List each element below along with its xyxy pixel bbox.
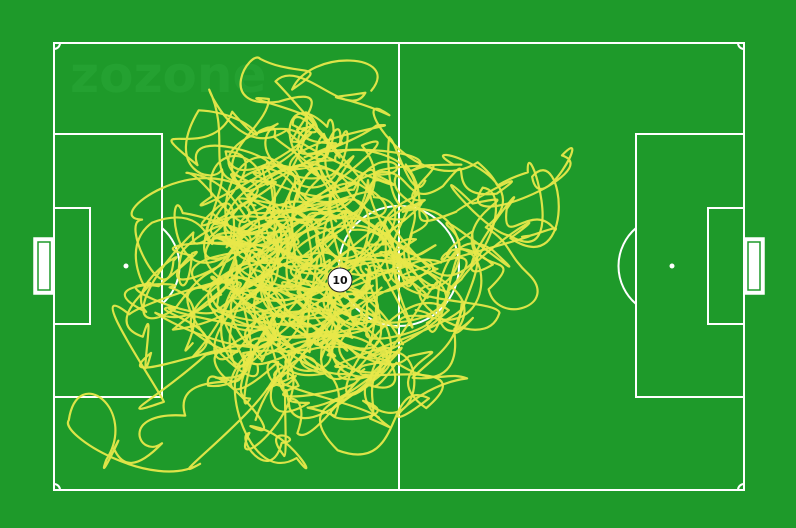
trail-segment bbox=[164, 163, 501, 418]
left-penalty-spot bbox=[123, 263, 129, 269]
corner-arc-top-right bbox=[737, 42, 745, 50]
corner-arc-top-left bbox=[53, 42, 61, 50]
corner-arc-bottom-right bbox=[737, 483, 745, 491]
right-penalty-arc bbox=[617, 227, 637, 305]
movement-trail bbox=[66, 56, 574, 473]
trail-segment bbox=[191, 181, 451, 419]
right-penalty-spot bbox=[669, 263, 675, 269]
player-number: 10 bbox=[332, 274, 348, 287]
corner-arc-bottom-left bbox=[53, 483, 61, 491]
left-goal bbox=[33, 237, 55, 295]
trail-segment bbox=[265, 74, 544, 334]
left-goal-net bbox=[37, 241, 51, 291]
trail-segment bbox=[243, 209, 443, 462]
right-goal-net bbox=[747, 241, 761, 291]
player-badge: 10 bbox=[327, 267, 353, 293]
trail-segment bbox=[125, 109, 387, 370]
player-badge-circle bbox=[327, 267, 353, 293]
right-goal bbox=[743, 237, 765, 295]
watermark-text: zozone bbox=[70, 46, 266, 104]
